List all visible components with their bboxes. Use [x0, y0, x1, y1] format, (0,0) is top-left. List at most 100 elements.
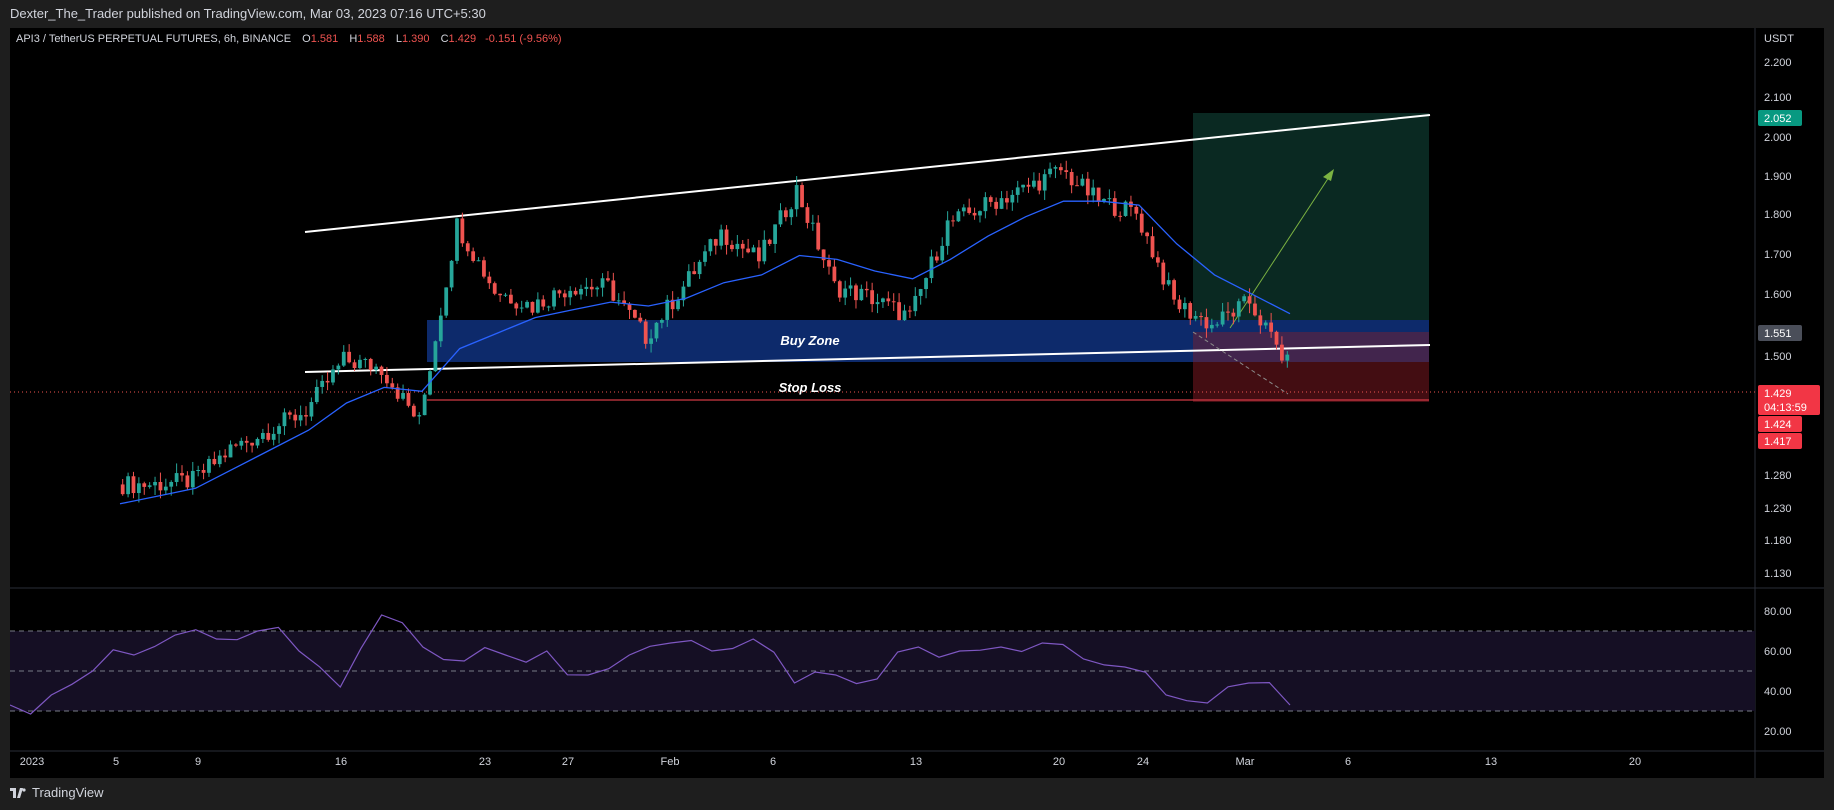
candle-body [158, 481, 163, 491]
candle-body [1058, 167, 1063, 171]
candle-body [433, 341, 438, 372]
candle-body [832, 266, 837, 282]
publisher-text: Dexter_The_Trader published on TradingVi… [10, 6, 486, 21]
candle-body [757, 247, 761, 262]
candle-body [325, 380, 330, 383]
candle-body [120, 484, 125, 495]
candle-body [643, 321, 648, 344]
candle-body [622, 300, 627, 304]
candle-body [331, 369, 335, 383]
candle-body [385, 374, 389, 384]
candle-body [142, 483, 147, 487]
candle-body [967, 207, 972, 213]
candle-body [282, 412, 287, 427]
candle-body [174, 473, 179, 483]
publisher-bar: Dexter_The_Trader published on TradingVi… [0, 0, 1834, 28]
price-tick: 2.200 [1764, 57, 1792, 69]
candle-body [1053, 167, 1058, 169]
candle-body [864, 288, 869, 291]
candle-body [600, 278, 605, 288]
candle-body [854, 285, 858, 301]
candle-body [783, 210, 788, 218]
candle-body [961, 207, 966, 212]
candle-body [1150, 236, 1155, 258]
time-tick: 13 [910, 756, 922, 768]
candle-body [1253, 303, 1257, 316]
tradingview-brand[interactable]: TradingView [10, 785, 104, 800]
rsi-axis[interactable]: 80.00 60.00 40.00 20.00 [1764, 606, 1792, 738]
candle-body [713, 239, 718, 246]
candle-body [1048, 168, 1052, 175]
candle-body [918, 289, 923, 296]
candle-body [217, 455, 222, 465]
candle-body [271, 433, 276, 440]
price-badge-2 [1758, 433, 1802, 449]
candle-body [374, 366, 378, 371]
price-axis[interactable]: USDT 2.200 2.100 2.000 1.900 1.800 1.700… [1758, 33, 1820, 580]
candle-body [1010, 194, 1015, 203]
candle-body [541, 299, 546, 307]
time-tick: 23 [479, 756, 491, 768]
candlesticks [120, 160, 1290, 503]
last-price-value: 1.429 [1764, 388, 1792, 400]
candle-body [1069, 172, 1074, 186]
candle-body [438, 315, 443, 342]
candle-body [778, 210, 783, 225]
price-tick: 1.280 [1764, 470, 1792, 482]
candle-body [1161, 262, 1166, 285]
candle-body [568, 290, 573, 298]
candle-body [196, 469, 201, 471]
candle-body [859, 288, 864, 301]
rsi-tick: 40.00 [1764, 686, 1792, 698]
candle-body [999, 198, 1004, 209]
time-tick: 2023 [20, 756, 44, 768]
time-tick: 20 [1053, 756, 1065, 768]
candle-body [1285, 354, 1290, 361]
time-axis[interactable]: 2023 5 9 16 23 27 Feb 6 13 20 24 Mar 6 1… [20, 756, 1641, 768]
candle-body [897, 302, 901, 321]
candle-body [1236, 301, 1241, 317]
candle-body [126, 476, 130, 495]
price-tick: 1.700 [1764, 249, 1792, 261]
candle-body [498, 293, 503, 296]
candle-body [476, 260, 481, 262]
candle-body [525, 301, 529, 308]
candle-body [719, 229, 724, 246]
candle-body [314, 386, 319, 403]
candle-body [180, 473, 184, 476]
candle-body [465, 243, 470, 252]
price-badge-1-value: 1.424 [1764, 419, 1792, 431]
candle-body [816, 222, 821, 250]
rsi-tick: 80.00 [1764, 606, 1792, 618]
candle-body [994, 201, 999, 209]
candle-body [1156, 257, 1160, 263]
candle-body [298, 415, 303, 421]
candle-body [924, 278, 928, 290]
time-tick: 9 [195, 756, 201, 768]
candle-body [751, 247, 756, 253]
candle-body [1247, 296, 1252, 304]
candle-body [1085, 178, 1090, 196]
candle-body [978, 211, 982, 216]
candle-body [902, 310, 907, 321]
projection-arrow-up-head [1323, 169, 1334, 181]
price-axis-unit: USDT [1764, 33, 1794, 45]
candle-body [487, 276, 492, 284]
candle-body [762, 239, 767, 262]
candle-body [1091, 187, 1096, 196]
candle-body [239, 440, 244, 446]
price-tick: 1.180 [1764, 535, 1792, 547]
candle-body [390, 383, 395, 388]
candle-body [1215, 324, 1220, 326]
candle-body [153, 481, 157, 486]
candle-body [988, 197, 993, 202]
candle-body [870, 290, 875, 305]
candle-body [697, 261, 702, 275]
candle-body [956, 211, 961, 222]
candle-body [1026, 184, 1031, 187]
candle-body [207, 458, 211, 473]
close-value: 1.429 [449, 33, 477, 45]
candle-body [557, 290, 562, 294]
price-chart[interactable]: Buy Zone Stop Loss API3 / TetherUS PERPE… [10, 28, 1824, 778]
candle-body [875, 302, 880, 305]
